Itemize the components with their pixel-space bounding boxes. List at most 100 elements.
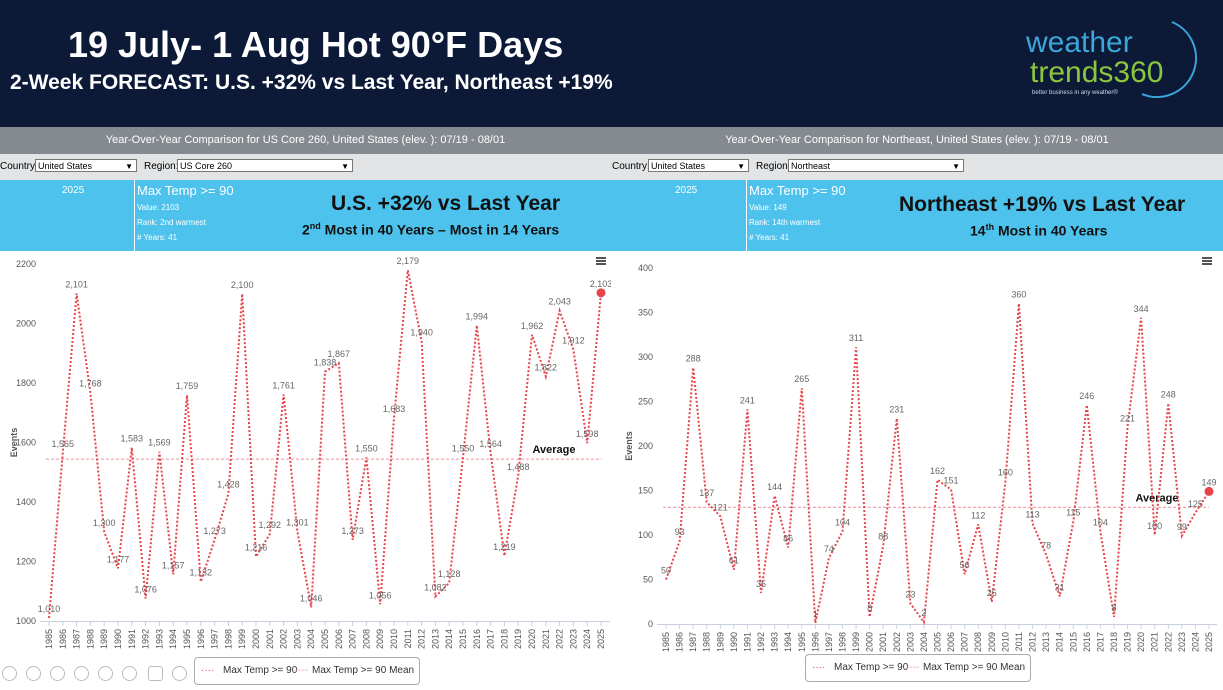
x-tick-label: 2002: [279, 629, 289, 649]
hamburger-menu-icon[interactable]: [596, 257, 606, 265]
region-select[interactable]: US Core 260 ▼: [177, 159, 353, 172]
x-tick-label: 2007: [348, 629, 358, 649]
data-label: 1,082: [424, 583, 447, 593]
legend-series-label[interactable]: Max Temp >= 90: [834, 662, 909, 673]
x-tick-label: 2024: [582, 629, 592, 649]
x-tick-label: 2020: [527, 629, 537, 649]
data-label: 1,488: [507, 462, 530, 472]
country-select[interactable]: United States ▼: [648, 159, 749, 172]
x-tick-label: 2014: [1055, 632, 1065, 652]
x-tick-label: 2017: [486, 629, 496, 649]
data-label: 1,583: [121, 434, 144, 444]
data-label: 137: [699, 488, 714, 498]
x-tick-label: 2002: [892, 632, 902, 652]
x-tick-label: 2006: [334, 629, 344, 649]
y-tick-label: 2200: [16, 259, 36, 269]
x-tick-label: 2018: [1109, 632, 1119, 652]
x-tick-label: 2020: [1136, 632, 1146, 652]
legend-mean-label[interactable]: Max Temp >= 90 Mean: [923, 662, 1026, 673]
x-tick-label: 1985: [661, 632, 671, 652]
subline: 14th Most in 40 Years: [970, 222, 1107, 239]
headline: U.S. +32% vs Last Year: [331, 192, 561, 215]
y-axis-title: Events: [624, 431, 634, 461]
y-tick-label: 2000: [16, 319, 36, 329]
legend-series-label[interactable]: Max Temp >= 90: [223, 665, 298, 676]
x-tick-label: 2021: [541, 629, 551, 649]
data-label: 1,219: [493, 542, 516, 552]
x-tick-label: 1993: [770, 632, 780, 652]
data-label: 162: [930, 466, 945, 476]
x-tick-label: 1985: [44, 629, 54, 649]
data-label: 2,103: [590, 279, 611, 289]
logo-text-trends: trends360: [1030, 56, 1164, 89]
data-label: 1,759: [176, 381, 199, 391]
edit-icon[interactable]: [50, 666, 65, 681]
logo-text-weather: weather: [1026, 26, 1133, 59]
subline-num: 14: [970, 222, 986, 239]
region-select[interactable]: Northeast ▼: [788, 159, 964, 172]
subline-sup: th: [985, 222, 995, 232]
data-label: 1,301: [286, 517, 309, 527]
data-label: 1,046: [300, 593, 323, 603]
chevron-down-icon: ▼: [341, 162, 349, 171]
data-label: 1,128: [438, 569, 461, 579]
legend-mean-label[interactable]: Max Temp >= 90 Mean: [312, 665, 415, 676]
x-tick-label: 1999: [237, 629, 247, 649]
data-label: 1,177: [107, 554, 130, 564]
y-tick-label: 150: [638, 486, 653, 496]
x-tick-label: 1988: [85, 629, 95, 649]
average-label: Average: [532, 444, 575, 456]
value-line: Value: 2103: [137, 203, 180, 212]
data-label: 2,043: [548, 297, 571, 307]
x-tick-label: 1994: [168, 629, 178, 649]
x-tick-label: 2004: [306, 629, 316, 649]
x-tick-label: 2019: [1123, 632, 1133, 652]
x-tick-label: 1998: [837, 632, 847, 652]
data-label: 2,100: [231, 280, 254, 290]
data-label: 1,564: [479, 439, 502, 449]
data-label: 56: [960, 560, 970, 570]
series-line: [48, 270, 602, 619]
zoom-icon[interactable]: [98, 666, 113, 681]
chevron-down-icon: ▼: [952, 162, 960, 171]
x-tick-label: 2000: [251, 629, 261, 649]
rewind-icon[interactable]: [2, 666, 17, 681]
y-axis-title: Events: [9, 428, 19, 458]
region-label: Region:: [756, 161, 791, 172]
legend-mean-icon: ----: [906, 662, 920, 673]
y-tick-label: 300: [638, 352, 653, 362]
play-icon[interactable]: [26, 666, 41, 681]
data-label: 360: [1011, 290, 1026, 300]
x-tick-label: 1994: [783, 632, 793, 652]
region-select-value: US Core 260: [180, 161, 233, 171]
data-label: 160: [998, 468, 1013, 478]
more-icon[interactable]: [172, 666, 187, 681]
country-select[interactable]: United States ▼: [35, 159, 137, 172]
x-tick-label: 1986: [58, 629, 68, 649]
data-label: 1,428: [217, 480, 240, 490]
x-tick-label: 1997: [824, 632, 834, 652]
comparison-title-bar-left: Year-Over-Year Comparison for US Core 26…: [0, 127, 611, 154]
x-tick-label: 2011: [1014, 632, 1024, 651]
x-tick-label: 2017: [1095, 632, 1105, 652]
data-label: 74: [824, 544, 834, 554]
data-label: 1: [813, 609, 818, 619]
data-label: 1,273: [203, 526, 226, 536]
data-label: 1,076: [134, 584, 157, 594]
settings-icon[interactable]: [122, 666, 137, 681]
x-tick-label: 2005: [320, 629, 330, 649]
x-tick-label: 1993: [154, 629, 164, 649]
camera-icon[interactable]: [148, 666, 163, 681]
metric-label: Max Temp >= 90: [137, 183, 234, 198]
info-banner-left: 2025 Max Temp >= 90 Value: 2103 Rank: 2n…: [0, 180, 611, 251]
data-label: 149: [1201, 477, 1216, 487]
data-label: 1,962: [521, 321, 544, 331]
x-tick-label: 2000: [865, 632, 875, 652]
data-label: 1,010: [38, 604, 61, 614]
data-label: 246: [1079, 391, 1094, 401]
hamburger-menu-icon[interactable]: [1202, 257, 1212, 265]
copy-icon[interactable]: [74, 666, 89, 681]
x-tick-label: 1995: [182, 629, 192, 649]
legend-series-icon: ····: [201, 665, 215, 676]
x-tick-label: 1996: [810, 632, 820, 652]
